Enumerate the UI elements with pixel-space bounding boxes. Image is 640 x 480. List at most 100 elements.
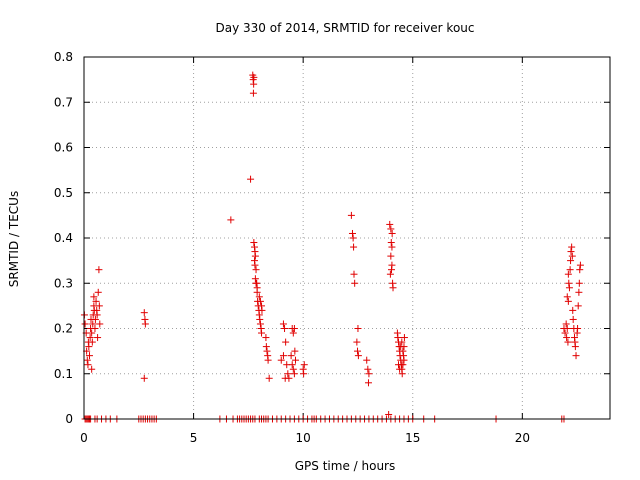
data-point <box>562 320 570 328</box>
data-point <box>264 356 272 364</box>
data-point <box>564 338 572 346</box>
data-point <box>258 306 266 314</box>
y-tick-label: 0.4 <box>54 231 73 245</box>
data-point <box>256 320 264 328</box>
data-point <box>255 293 263 301</box>
data-point <box>92 297 100 305</box>
data-point <box>288 361 296 369</box>
data-point <box>567 257 575 265</box>
axis-ticks <box>83 56 610 420</box>
data-point <box>568 243 576 251</box>
data-point <box>251 261 259 269</box>
data-point <box>265 374 273 382</box>
data-point <box>262 334 270 342</box>
data-point <box>569 306 577 314</box>
plot-frame <box>83 56 611 420</box>
data-point <box>364 365 372 373</box>
data-point <box>396 365 404 373</box>
data-point <box>389 284 397 292</box>
data-point <box>247 175 255 183</box>
data-point <box>398 338 406 346</box>
data-point <box>290 325 298 332</box>
data-point <box>258 329 266 337</box>
data-point <box>90 293 98 301</box>
data-point <box>571 343 579 351</box>
data-point <box>256 315 264 323</box>
data-point <box>281 374 289 382</box>
y-tick-label: 0.7 <box>54 95 73 109</box>
data-point <box>399 361 407 369</box>
data-point <box>85 343 93 351</box>
data-point <box>400 334 408 342</box>
data-point <box>140 374 148 382</box>
data-point <box>88 329 96 337</box>
data-point <box>94 334 102 342</box>
data-point <box>290 370 298 378</box>
data-point <box>289 329 297 337</box>
data-point <box>350 270 358 278</box>
data-point <box>564 270 572 278</box>
x-tick-label: 15 <box>405 431 420 445</box>
data-point <box>400 343 408 351</box>
data-point <box>289 365 297 373</box>
data-point <box>251 275 259 283</box>
data-point <box>364 379 372 387</box>
data-point <box>576 266 584 274</box>
data-point <box>88 338 96 346</box>
data-point <box>256 297 264 305</box>
x-tick-label: 0 <box>80 431 88 445</box>
x-tick-label: 10 <box>296 431 311 445</box>
data-point <box>575 279 583 287</box>
data-point <box>565 284 573 292</box>
data-point <box>351 279 359 287</box>
data-point <box>85 352 93 360</box>
y-axis-label: SRMTID / TECUs <box>7 191 21 287</box>
data-point <box>94 288 102 296</box>
data-point <box>95 302 103 310</box>
data-point <box>348 229 356 237</box>
data-point <box>277 356 285 364</box>
data-point <box>83 356 91 364</box>
data-point <box>576 261 584 269</box>
data-point <box>572 352 580 360</box>
data-point <box>89 320 97 328</box>
y-tick-label: 0 <box>65 412 73 426</box>
data-point <box>354 325 362 332</box>
data-point <box>561 329 569 337</box>
data-point <box>349 234 357 242</box>
data-point <box>81 320 89 328</box>
x-tick-label: 5 <box>190 431 198 445</box>
data-point <box>387 252 395 260</box>
data-point <box>400 356 408 364</box>
data-point <box>287 352 295 360</box>
data-point <box>141 320 149 328</box>
data-point <box>263 347 271 355</box>
data-point <box>291 356 299 364</box>
data-point <box>253 284 261 292</box>
data-point <box>93 311 101 319</box>
y-tick-label: 0.5 <box>54 186 73 200</box>
data-point <box>252 266 260 274</box>
x-axis-label: GPS time / hours <box>295 459 396 473</box>
x-tick-label: 20 <box>515 431 530 445</box>
data-point <box>363 356 371 364</box>
data-point <box>140 309 148 317</box>
data-point <box>564 297 572 305</box>
data-point <box>300 370 308 378</box>
data-point <box>250 239 258 247</box>
data-point <box>566 266 574 274</box>
data-point <box>394 334 402 342</box>
data-point <box>365 370 373 378</box>
data-point <box>291 347 299 355</box>
data-point <box>88 365 96 373</box>
data-point <box>252 279 260 287</box>
data-point <box>385 410 393 418</box>
data-point <box>353 338 361 346</box>
data-point <box>227 216 235 224</box>
y-tick-label: 0.6 <box>54 141 73 155</box>
tick-labels: 0 5 10 15 20 0 0.1 0.2 0.3 0.4 0.5 0.6 0.7 0.8 <box>54 50 530 445</box>
data-point <box>399 347 407 355</box>
data-point <box>354 347 362 355</box>
data-point <box>279 352 287 360</box>
data-point <box>284 370 292 378</box>
